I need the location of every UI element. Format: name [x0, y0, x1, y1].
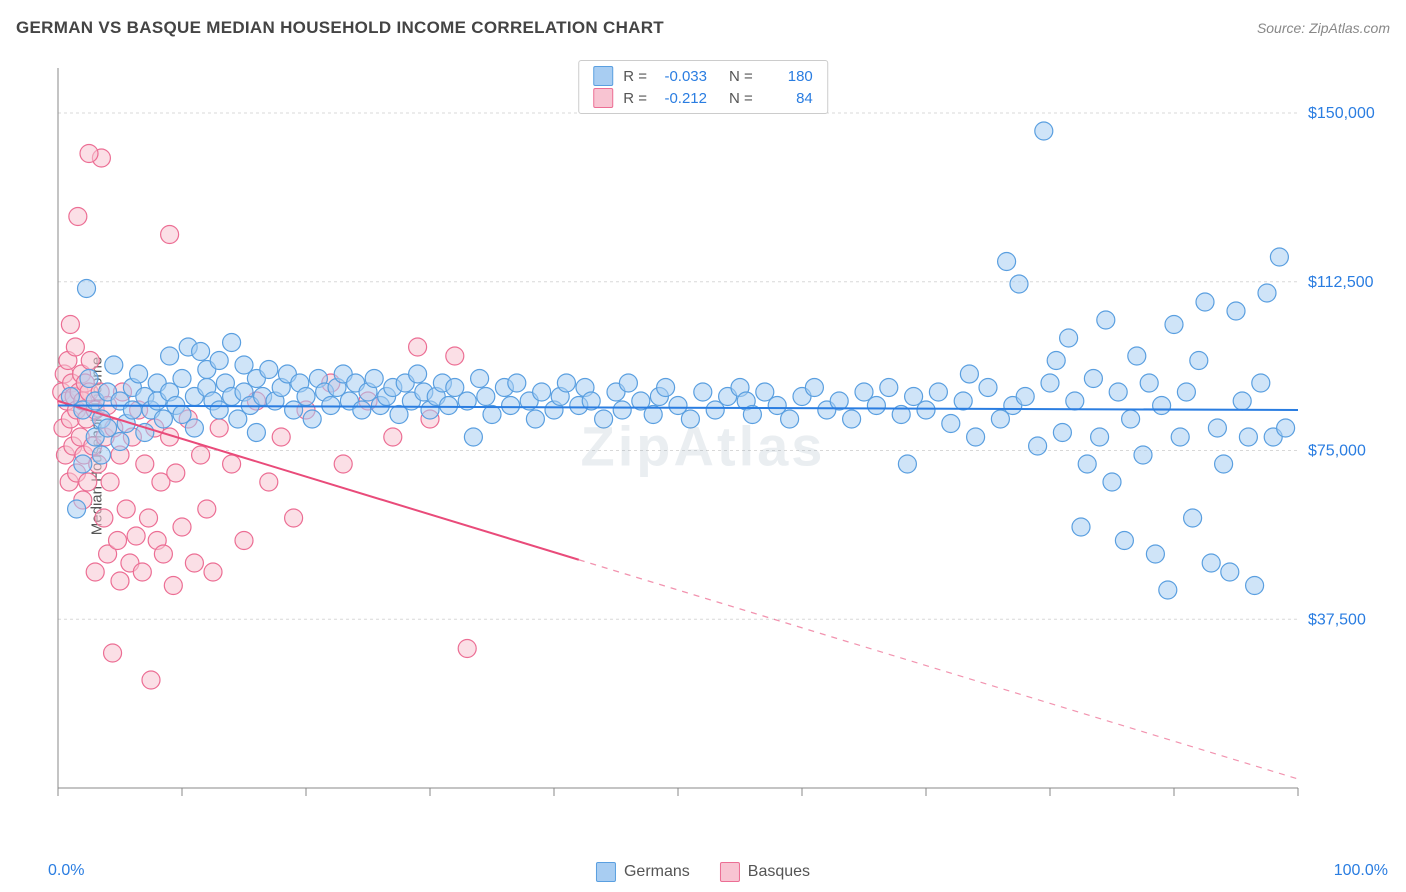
legend-item-germans: Germans: [596, 862, 690, 882]
legend: Germans Basques: [596, 862, 810, 882]
stat-r-label: R =: [623, 68, 647, 85]
stat-r-value-germans: -0.033: [657, 68, 707, 85]
svg-text:$112,500: $112,500: [1308, 274, 1374, 291]
x-axis-min-label: 0.0%: [48, 862, 84, 880]
stats-row-basques: R = -0.212 N = 84: [593, 87, 813, 109]
chart-title: GERMAN VS BASQUE MEDIAN HOUSEHOLD INCOME…: [16, 18, 664, 38]
svg-text:$75,000: $75,000: [1308, 443, 1366, 460]
stat-r-value-basques: -0.212: [657, 90, 707, 107]
stat-n-value-basques: 84: [763, 90, 813, 107]
scatter-plot-area: $37,500 $75,000 $112,500 $150,000: [48, 58, 1388, 828]
legend-swatch-basques: [720, 862, 740, 882]
legend-item-basques: Basques: [720, 862, 810, 882]
svg-text:$150,000: $150,000: [1308, 105, 1375, 122]
stats-row-germans: R = -0.033 N = 180: [593, 65, 813, 87]
legend-swatch-germans: [596, 862, 616, 882]
svg-text:$37,500: $37,500: [1308, 611, 1366, 628]
legend-label-germans: Germans: [624, 863, 690, 881]
source-attribution: Source: ZipAtlas.com: [1257, 20, 1390, 36]
stat-r-label: R =: [623, 90, 647, 107]
legend-label-basques: Basques: [748, 863, 810, 881]
stat-n-label: N =: [729, 90, 753, 107]
swatch-germans: [593, 66, 613, 86]
correlation-stats-box: R = -0.033 N = 180 R = -0.212 N = 84: [578, 60, 828, 114]
stat-n-label: N =: [729, 68, 753, 85]
swatch-basques: [593, 88, 613, 108]
stat-n-value-germans: 180: [763, 68, 813, 85]
x-axis-max-label: 100.0%: [1334, 862, 1388, 880]
